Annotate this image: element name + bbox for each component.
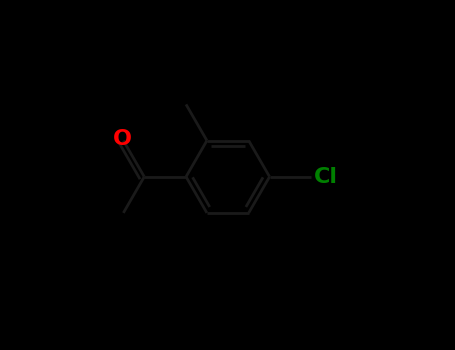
Text: Cl: Cl	[314, 167, 338, 187]
Text: O: O	[112, 129, 131, 149]
